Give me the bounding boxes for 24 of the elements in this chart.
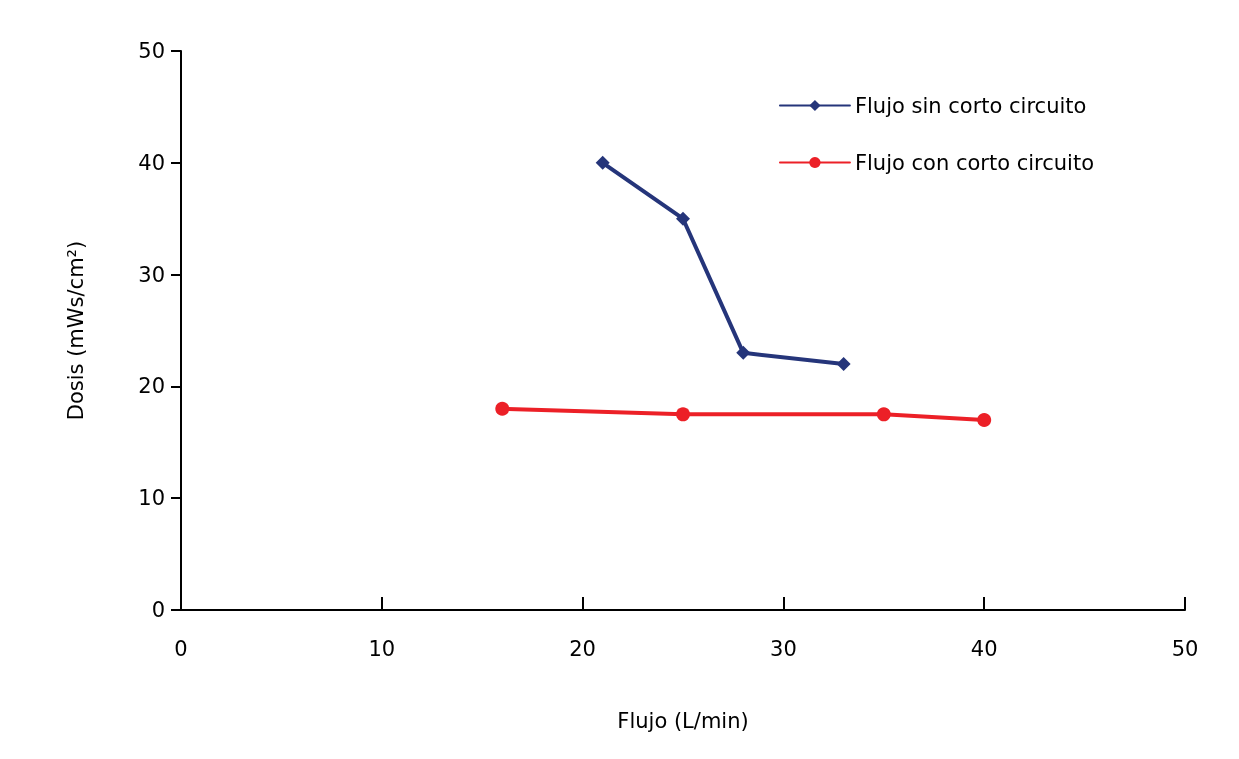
point	[676, 407, 690, 422]
x-tick-label: 20	[569, 636, 596, 661]
point	[977, 412, 992, 427]
point	[676, 211, 690, 226]
point	[495, 401, 510, 416]
x-tick-label: 0	[174, 636, 188, 661]
x-tick-label: 10	[368, 636, 396, 661]
legend-label: Flujo con corto circuito	[854, 150, 1095, 175]
point	[836, 357, 851, 372]
y-tick-label: 50	[138, 39, 165, 63]
y-tick-label: 20	[138, 374, 165, 399]
point	[876, 407, 891, 422]
x-tick-label: 40	[970, 636, 998, 661]
y-tick-label: 0	[151, 598, 165, 622]
y-tick-label: 30	[138, 262, 165, 287]
y-axis-title: Dosis (mWs/cm²)	[63, 240, 88, 421]
point	[595, 155, 610, 170]
point	[736, 345, 751, 360]
legend-label: Flujo sin corto circuito	[854, 93, 1087, 118]
y-tick-label: 40	[138, 150, 165, 175]
x-axis-title: Flujo (L/min)	[617, 708, 749, 733]
x-tick-label: 50	[1171, 636, 1199, 661]
y-tick-label: 10	[138, 486, 165, 511]
x-tick-label: 30	[770, 636, 797, 661]
